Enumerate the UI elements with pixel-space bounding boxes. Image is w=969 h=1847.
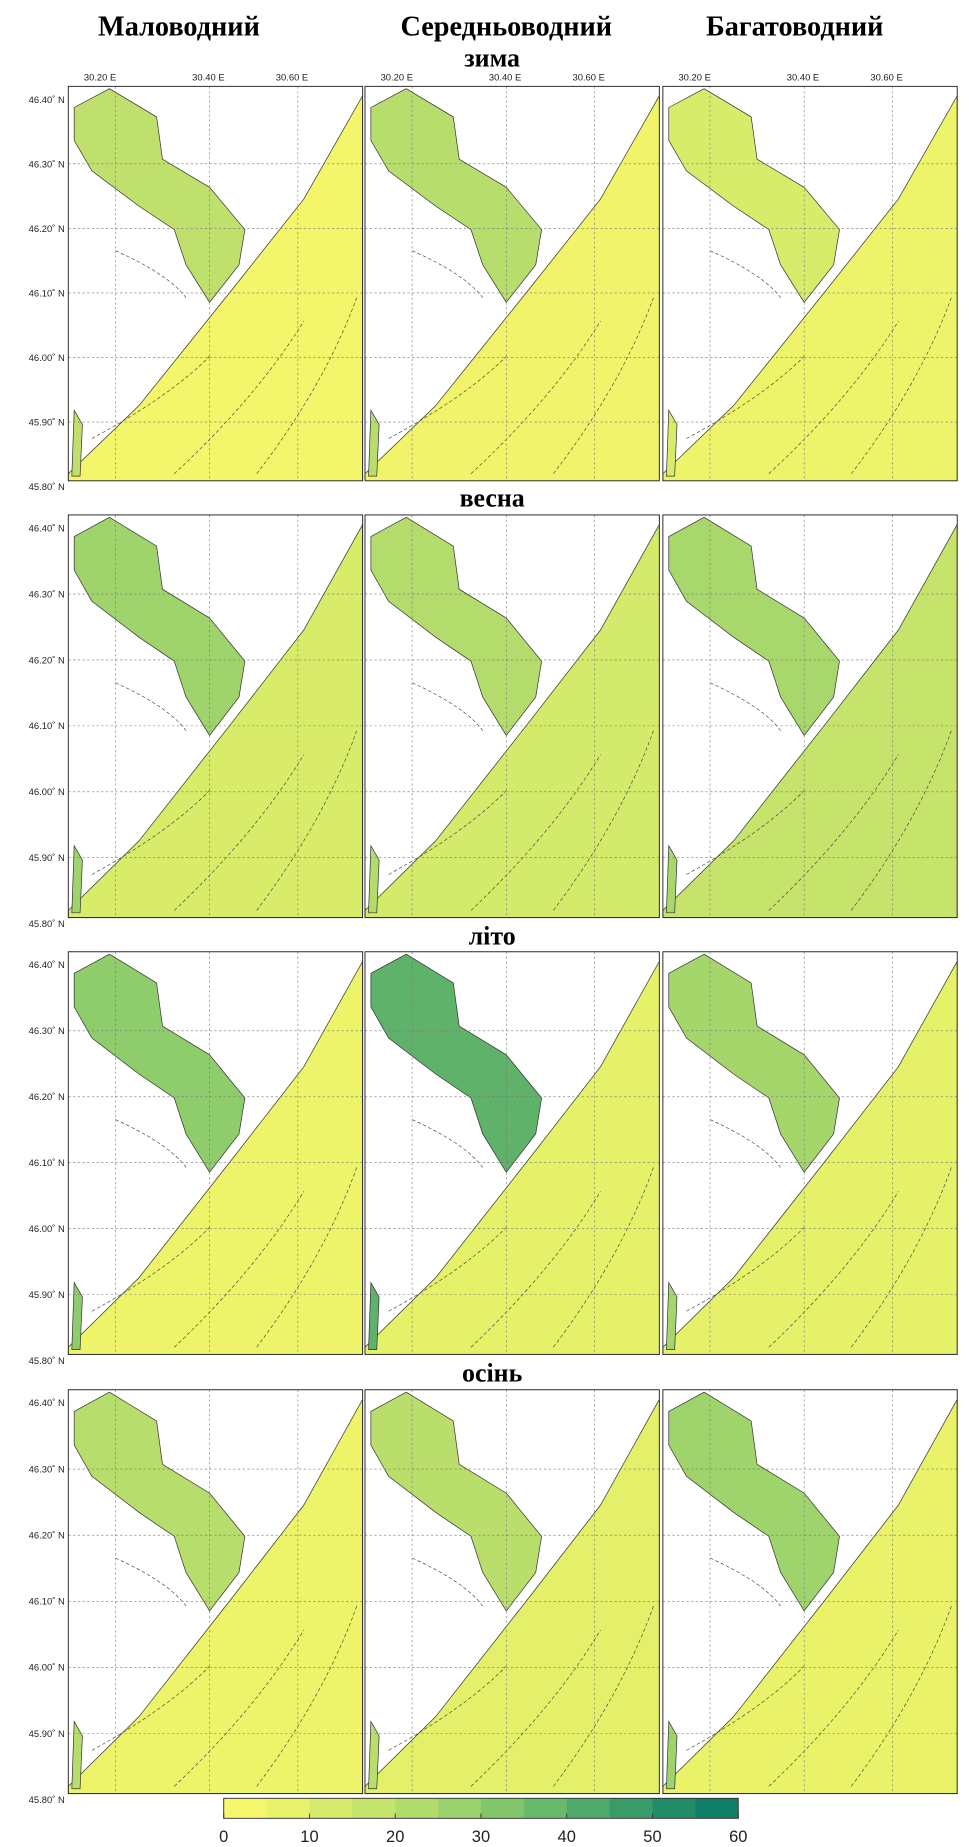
lat-label: 46.00˚ N: [29, 1662, 65, 1673]
map-body: [365, 515, 659, 918]
lat-label: 45.80˚ N: [29, 481, 65, 492]
lat-label: 46.20˚ N: [29, 1529, 65, 1540]
map-body: [663, 1390, 957, 1794]
colorbar-swatch: [652, 1798, 695, 1818]
colorbar-swatch: [610, 1798, 653, 1818]
lat-label: 46.00˚ N: [29, 1223, 65, 1234]
colorbar-swatch: [438, 1798, 481, 1818]
map-panel: [365, 515, 659, 918]
lon-label: 30.20 E: [678, 71, 710, 82]
map-body: [365, 952, 659, 1355]
colorbar-swatch: [524, 1798, 567, 1818]
lat-label: 46.10˚ N: [29, 1596, 65, 1607]
colorbar-tick-label: 30: [472, 1828, 490, 1846]
lat-label: 45.90˚ N: [29, 852, 65, 863]
colorbar-tick-label: 60: [729, 1828, 747, 1846]
colorbar-tick-label: 40: [558, 1828, 576, 1846]
colorbar-tick-label: 20: [386, 1828, 404, 1846]
map-body: [68, 1390, 362, 1794]
lat-label: 45.90˚ N: [29, 1728, 65, 1739]
season-label: літо: [469, 922, 516, 951]
column-header: Маловодний: [98, 12, 260, 43]
lat-label: 46.30˚ N: [29, 1025, 65, 1036]
colorbar-swatch: [224, 1798, 267, 1818]
season-label: весна: [460, 484, 525, 513]
lat-label: 46.20˚ N: [29, 223, 65, 234]
lat-label: 46.30˚ N: [29, 1463, 65, 1474]
colorbar-swatch: [695, 1798, 738, 1818]
colorbar-swatch: [267, 1798, 310, 1818]
map-panel: [663, 86, 957, 480]
map-panel: [68, 515, 362, 918]
lon-label: 30.20 E: [84, 71, 116, 82]
lat-label: 46.20˚ N: [29, 654, 65, 665]
map-body: [663, 86, 957, 480]
figure: Маловодний Середньоводний Багатоводний зима…: [0, 0, 969, 1847]
lat-label: 46.10˚ N: [29, 288, 65, 299]
lat-label: 46.10˚ N: [29, 1157, 65, 1168]
lat-label: 45.80˚ N: [29, 918, 65, 929]
map-panel: [663, 952, 957, 1355]
colorbar-swatch: [309, 1798, 352, 1818]
map-panel: [663, 1390, 957, 1794]
lat-label: 45.90˚ N: [29, 1289, 65, 1300]
map-panel: [68, 952, 362, 1355]
lat-label: 45.80˚ N: [29, 1355, 65, 1366]
column-header: Середньоводний: [400, 12, 612, 43]
lat-label: 46.30˚ N: [29, 588, 65, 599]
map-panel: [365, 1390, 659, 1794]
colorbar-swatch: [481, 1798, 524, 1818]
map-body: [663, 952, 957, 1355]
lat-label: 46.40˚ N: [29, 522, 65, 533]
lon-label: 30.40 E: [192, 71, 224, 82]
map-body: [663, 515, 957, 918]
colorbar-tick-label: 10: [300, 1828, 318, 1846]
season-label: зима: [464, 43, 520, 72]
lon-label: 30.60 E: [572, 71, 604, 82]
map-body: [365, 1390, 659, 1794]
lon-label: 30.40 E: [787, 71, 819, 82]
lat-label: 46.30˚ N: [29, 158, 65, 169]
map-body: [68, 952, 362, 1355]
lon-label: 30.20 E: [381, 71, 413, 82]
lat-label: 46.10˚ N: [29, 720, 65, 731]
lat-label: 45.90˚ N: [29, 417, 65, 428]
map-panel: [365, 86, 659, 480]
lat-label: 46.00˚ N: [29, 786, 65, 797]
column-header: Багатоводний: [706, 12, 883, 43]
lon-label: 30.60 E: [870, 71, 902, 82]
lat-label: 46.40˚ N: [29, 959, 65, 970]
colorbar-tick-label: 50: [643, 1828, 661, 1846]
lat-label: 46.40˚ N: [29, 94, 65, 105]
colorbar-swatch: [567, 1798, 610, 1818]
map-panel: [68, 1390, 362, 1794]
lat-label: 46.40˚ N: [29, 1397, 65, 1408]
map-panel: [68, 86, 362, 480]
map-body: [68, 515, 362, 918]
lat-label: 45.80˚ N: [29, 1794, 65, 1805]
map-panel: [365, 952, 659, 1355]
map-body: [365, 86, 659, 480]
lon-label: 30.40 E: [489, 71, 521, 82]
lat-label: 46.00˚ N: [29, 352, 65, 363]
season-label: осінь: [462, 1359, 523, 1388]
lon-label: 30.60 E: [276, 71, 308, 82]
colorbar-tick-label: 0: [219, 1828, 228, 1846]
lat-label: 46.20˚ N: [29, 1091, 65, 1102]
colorbar-swatch: [352, 1798, 395, 1818]
map-body: [68, 86, 362, 480]
map-panel: [663, 515, 957, 918]
colorbar-swatch: [395, 1798, 438, 1818]
